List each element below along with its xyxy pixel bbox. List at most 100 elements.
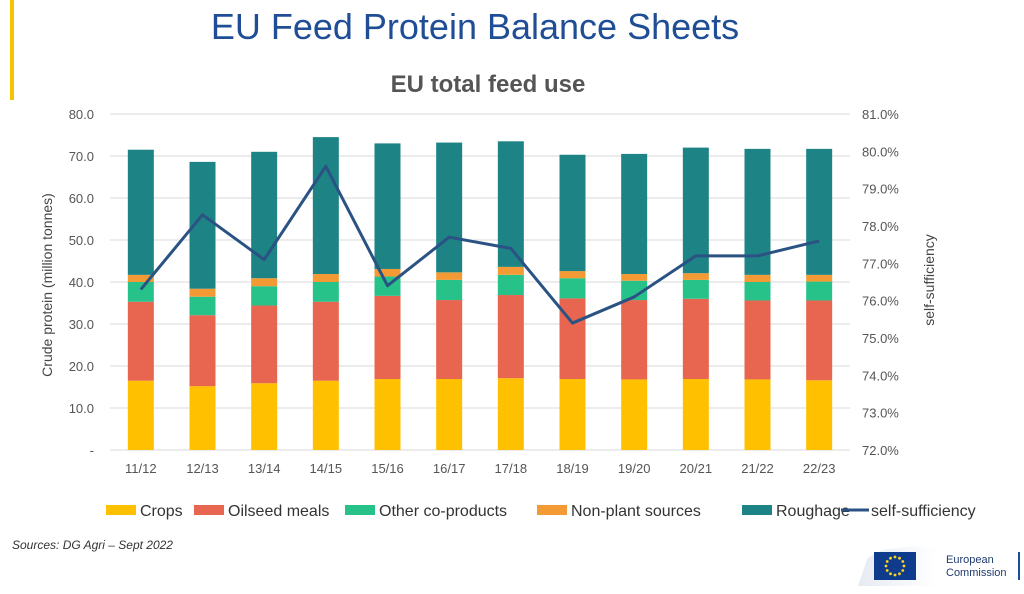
bar-segment-oilseed-meals: [127, 301, 154, 381]
eu-star-icon: [884, 564, 888, 568]
x-tick-label: 21/22: [741, 461, 774, 476]
bar-segment-non-plant-sources: [251, 278, 278, 287]
bar-segment-oilseed-meals: [744, 300, 771, 380]
legend-item: Non-plant sources: [537, 503, 701, 520]
x-tick-label: 16/17: [433, 461, 466, 476]
x-tick-label: 18/19: [556, 461, 589, 476]
legend-item: Roughage: [742, 503, 850, 520]
bar-segment-crops: [312, 380, 339, 450]
european-commission-logo: European Commission: [858, 546, 1024, 586]
y2-tick-label: 73.0%: [862, 406, 899, 421]
y-left-ticks: - 10.0 20.0 30.0 40.0 50.0 60.0 70.0 80.0: [69, 107, 94, 458]
y-tick-label: 30.0: [69, 317, 94, 332]
bar-segment-oilseed-meals: [251, 305, 278, 384]
bar-segment-roughage: [374, 143, 401, 269]
eu-star-icon: [898, 556, 901, 560]
eu-star-icon: [901, 569, 905, 572]
bar-segment-other-co-products: [559, 278, 586, 299]
gridlines: [110, 113, 850, 451]
eu-flag-icon: [874, 552, 916, 580]
bar-segment-roughage: [436, 142, 463, 273]
bar-segment-non-plant-sources: [189, 288, 216, 297]
legend-label: Other co-products: [379, 503, 507, 520]
y2-tick-label: 76.0%: [862, 294, 899, 309]
legend-item: Crops: [106, 503, 183, 520]
sources-note: Sources: DG Agri – Sept 2022: [12, 538, 173, 552]
logo-text-line1: European: [946, 554, 994, 566]
bar-segment-crops: [189, 386, 216, 450]
bar-segment-oilseed-meals: [682, 298, 709, 380]
slide-title: EU Feed Protein Balance Sheets: [210, 6, 740, 47]
x-tick-label: 11/12: [125, 461, 157, 476]
y-tick-label: 80.0: [69, 107, 94, 122]
bar-segment-oilseed-meals: [806, 300, 833, 381]
y2-tick-label: 79.0%: [862, 182, 899, 197]
legend-label: Oilseed meals: [228, 503, 329, 520]
eu-star-icon: [901, 560, 905, 563]
bar-segment-other-co-products: [436, 279, 463, 301]
x-tick-label: 17/18: [495, 461, 528, 476]
y2-tick-label: 75.0%: [862, 331, 899, 346]
legend-label: Crops: [140, 503, 183, 520]
legend-swatch: [106, 505, 136, 515]
y2-tick-label: 72.0%: [862, 443, 899, 458]
legend-item: Other co-products: [345, 503, 507, 520]
x-tick-label: 19/20: [618, 461, 651, 476]
logo-text-line2: Commission: [946, 567, 1007, 579]
bar-segment-other-co-products: [312, 282, 339, 302]
eu-star-icon: [889, 572, 892, 576]
y2-tick-label: 77.0%: [862, 256, 899, 271]
legend: Crops Oilseed meals Other co-products Non-p…: [106, 503, 976, 520]
bar-segment-non-plant-sources: [436, 272, 463, 280]
bar-segment-non-plant-sources: [312, 274, 339, 282]
logo-divider: [1018, 552, 1020, 580]
y2-axis-label: self-sufficiency: [921, 234, 937, 326]
bar-segment-crops: [374, 379, 401, 450]
self-sufficiency-line: [139, 164, 820, 325]
bar-segment-oilseed-meals: [497, 295, 524, 379]
y-tick-label: 20.0: [69, 359, 94, 374]
bar-segment-non-plant-sources: [621, 274, 648, 281]
bar-segment-crops: [251, 383, 278, 450]
bar-segment-crops: [127, 380, 154, 450]
y-tick-label: 60.0: [69, 191, 94, 206]
eu-star-icon: [898, 572, 901, 576]
bar-segment-other-co-products: [806, 281, 833, 301]
eu-star-icon: [893, 555, 897, 559]
y-tick-label: -: [90, 443, 94, 458]
bar-segment-crops: [436, 379, 463, 450]
bar-segment-non-plant-sources: [497, 266, 524, 275]
line-layer: [139, 164, 820, 325]
bar-segment-crops: [497, 378, 524, 450]
x-ticks: 11/12 12/13 13/14 14/15 15/16 16/17 17/18 18/19…: [125, 461, 835, 476]
x-tick-label: 12/13: [186, 461, 219, 476]
y2-tick-label: 80.0%: [862, 144, 899, 159]
eu-star-icon: [893, 573, 897, 577]
bar-segment-oilseed-meals: [189, 315, 216, 387]
y2-tick-label: 81.0%: [862, 107, 899, 122]
legend-label: Non-plant sources: [571, 503, 701, 520]
bar-segment-other-co-products: [189, 296, 216, 316]
bar-segment-non-plant-sources: [682, 273, 709, 280]
x-tick-label: 13/14: [248, 461, 281, 476]
bar-segment-other-co-products: [251, 286, 278, 306]
legend-swatch: [194, 505, 224, 515]
bar-segment-oilseed-meals: [374, 295, 401, 380]
accent-bar: [10, 0, 14, 100]
bar-segment-other-co-products: [682, 279, 709, 299]
x-tick-label: 15/16: [371, 461, 404, 476]
bar-segment-non-plant-sources: [744, 274, 771, 282]
bar-segment-crops: [806, 380, 833, 450]
bar-segment-roughage: [127, 149, 154, 275]
bar-segment-other-co-products: [621, 280, 648, 301]
x-tick-label: 20/21: [680, 461, 713, 476]
y-axis-label: Crude protein (million tonnes): [39, 193, 55, 377]
bar-segment-roughage: [312, 137, 339, 275]
bar-segment-roughage: [621, 153, 648, 275]
bar-segment-roughage: [682, 147, 709, 274]
bar-segment-non-plant-sources: [559, 271, 586, 279]
bar-segment-non-plant-sources: [374, 268, 401, 277]
y2-tick-label: 74.0%: [862, 368, 899, 383]
eu-star-icon: [889, 556, 892, 560]
